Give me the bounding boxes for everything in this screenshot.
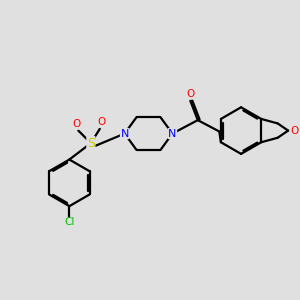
Text: O: O bbox=[73, 119, 81, 129]
Text: N: N bbox=[168, 129, 177, 139]
Text: O: O bbox=[97, 117, 106, 127]
Text: O: O bbox=[186, 89, 194, 99]
Text: N: N bbox=[120, 129, 129, 139]
Text: O: O bbox=[291, 126, 299, 136]
Text: Cl: Cl bbox=[64, 217, 75, 227]
Text: S: S bbox=[87, 136, 95, 150]
